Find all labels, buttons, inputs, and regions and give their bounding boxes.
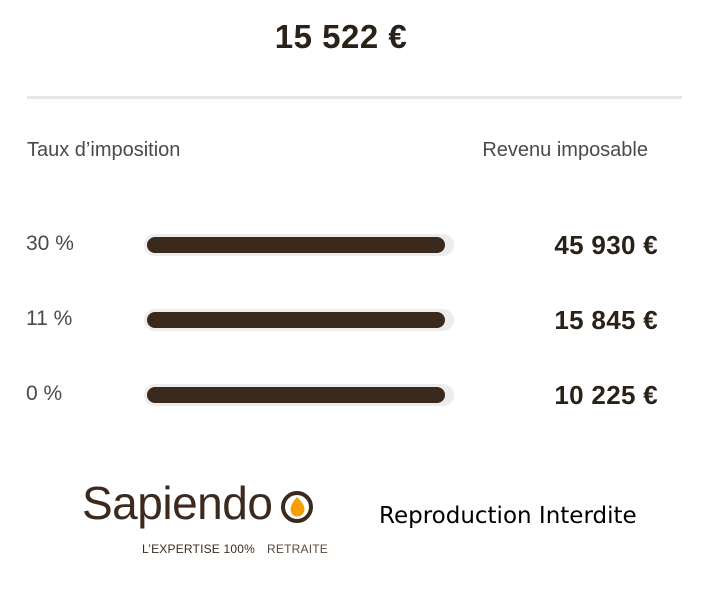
bracket-row: 30 % 45 930 €	[0, 226, 702, 301]
bracket-row: 11 % 15 845 €	[0, 301, 702, 376]
bracket-rate: 30 %	[26, 232, 74, 255]
bracket-amount: 10 225 €	[554, 380, 658, 410]
bracket-amount: 45 930 €	[554, 230, 658, 260]
logo-tagline-sub: RETRAITE	[267, 542, 328, 556]
total-tax-amount: 15 522 €	[274, 18, 408, 55]
bracket-rate: 11 %	[26, 307, 73, 330]
bracket-rate: 0 %	[26, 382, 63, 405]
rate-column-header: Taux d’imposition	[27, 139, 181, 161]
bracket-row: 0 % 10 225 €	[0, 376, 702, 451]
bracket-amount: 15 845 €	[554, 305, 658, 335]
logo-wordmark: Sapiendo	[82, 477, 273, 529]
bracket-bar-track	[144, 384, 454, 406]
bracket-bar-fill	[147, 237, 445, 253]
logo-tagline-main: L’EXPERTISE 100%	[142, 542, 256, 556]
bracket-bar-fill	[147, 312, 445, 328]
bracket-bar-fill	[147, 387, 445, 403]
logo-drop-icon	[281, 491, 313, 523]
bracket-bar-track	[144, 234, 454, 256]
sapiendo-logo: Sapiendo L’EXPERTISE 100% RETRAITE	[82, 476, 342, 566]
income-column-header: Revenu imposable	[482, 139, 648, 161]
tax-brackets: 30 % 45 930 € 11 % 15 845 € 0 % 10 225 €	[0, 226, 702, 451]
divider	[27, 96, 682, 99]
logo-tagline: L’EXPERTISE 100% RETRAITE	[142, 542, 328, 556]
reproduction-notice: Reproduction Interdite	[379, 503, 637, 529]
bracket-bar-track	[144, 309, 454, 331]
